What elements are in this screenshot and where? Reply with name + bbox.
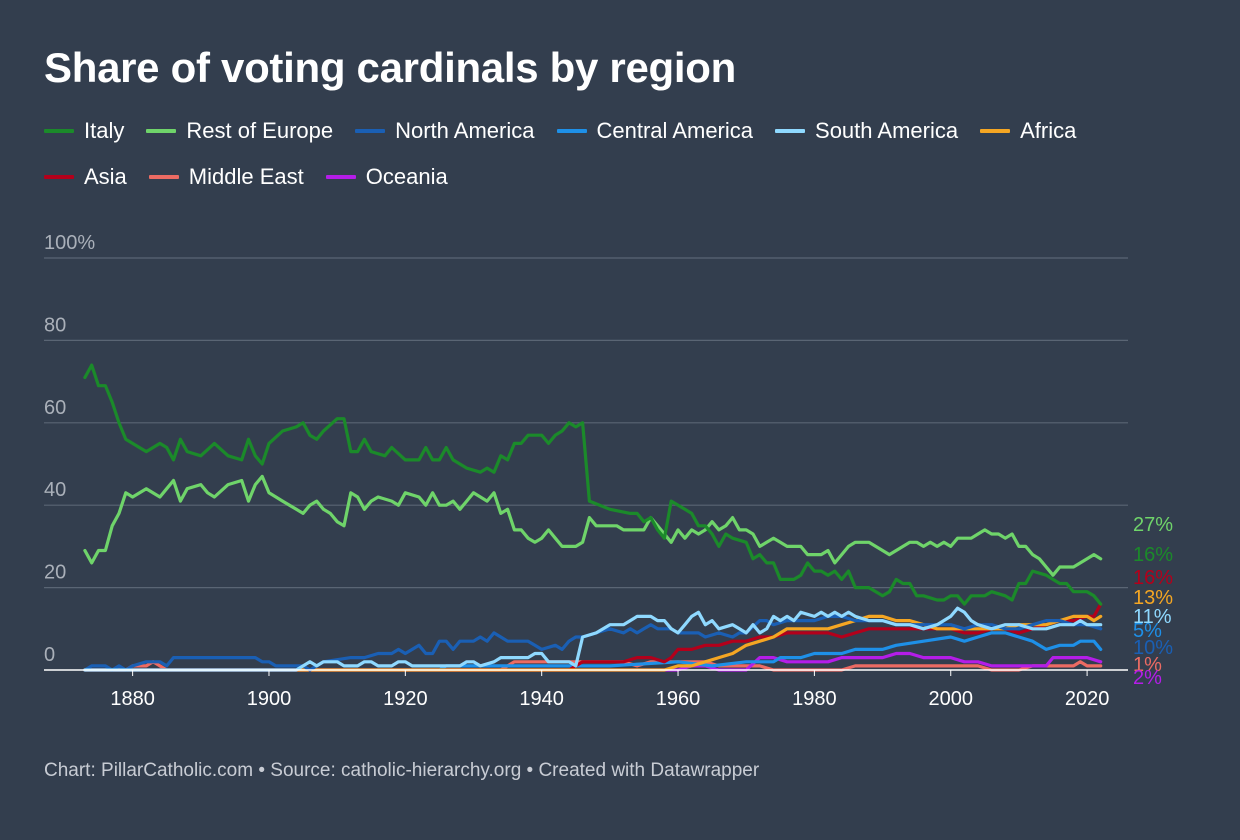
y-tick-label: 0 bbox=[44, 644, 55, 666]
y-axis-ticks: 0 20 40 60 80 100% bbox=[44, 232, 95, 666]
legend-item: Italy bbox=[44, 116, 124, 146]
legend-label: Africa bbox=[1020, 118, 1077, 143]
end-label: 1% bbox=[1133, 654, 1162, 676]
legend-swatch bbox=[44, 129, 74, 133]
legend-swatch bbox=[146, 129, 177, 133]
end-label: 27% bbox=[1133, 514, 1173, 536]
legend-swatch bbox=[980, 129, 1011, 133]
legend-item: South America bbox=[775, 116, 958, 146]
y-tick-label: 20 bbox=[44, 562, 66, 584]
legend-label: Italy bbox=[84, 118, 125, 143]
x-tick-label: 2000 bbox=[928, 688, 973, 710]
x-tick-label: 1980 bbox=[792, 688, 837, 710]
legend-item: Middle East bbox=[148, 162, 304, 192]
x-tick-label: 1900 bbox=[247, 688, 292, 710]
legend-swatch bbox=[325, 175, 356, 179]
end-label: 2% bbox=[1133, 667, 1162, 689]
legend-item: Rest of Europe bbox=[146, 116, 333, 146]
legend-item: Central America bbox=[556, 116, 754, 146]
chart-legend: Italy Rest of Europe North America Central … bbox=[44, 116, 1194, 192]
series-line-oceania bbox=[83, 651, 1103, 672]
legend-swatch bbox=[148, 175, 179, 179]
end-label: 16% bbox=[1133, 567, 1173, 589]
y-tick-label: 80 bbox=[44, 314, 66, 336]
series-line-italy bbox=[83, 363, 1103, 606]
x-tick-label: 1920 bbox=[383, 688, 428, 710]
legend-label: South America bbox=[815, 118, 959, 143]
chart-footer: Chart: PillarCatholic.com • Source: cath… bbox=[44, 760, 760, 781]
series-line-asia bbox=[83, 602, 1103, 672]
end-label: 16% bbox=[1133, 544, 1173, 566]
end-label: 5% bbox=[1133, 620, 1162, 642]
legend-label: Central America bbox=[596, 118, 754, 143]
legend-item: Africa bbox=[980, 116, 1076, 146]
end-label: 13% bbox=[1133, 587, 1173, 609]
end-labels: 16%27%10%5%11%13%16%1%2% bbox=[1133, 514, 1173, 689]
x-tick-label: 2020 bbox=[1065, 688, 1110, 710]
legend-label: Oceania bbox=[365, 164, 448, 189]
legend-swatch bbox=[775, 129, 806, 133]
legend-label: North America bbox=[395, 118, 535, 143]
end-label: 11% bbox=[1133, 606, 1172, 628]
x-tick-label: 1940 bbox=[519, 688, 564, 710]
grid-lines bbox=[44, 257, 1128, 589]
y-tick-label: 40 bbox=[44, 479, 66, 501]
legend-label: Rest of Europe bbox=[186, 118, 334, 143]
legend-item: Oceania bbox=[325, 162, 448, 192]
y-tick-label: 100% bbox=[44, 232, 95, 254]
legend-label: Asia bbox=[84, 164, 127, 189]
x-tick-label: 1960 bbox=[656, 688, 701, 710]
legend-swatch bbox=[44, 175, 74, 179]
x-axis-ticks: 1880 1900 1920 1940 1960 1980 2000 2020 bbox=[110, 670, 1109, 710]
end-label: 10% bbox=[1133, 637, 1173, 659]
series-lines bbox=[83, 363, 1103, 672]
x-tick-label: 1880 bbox=[110, 688, 155, 710]
legend-label: Middle East bbox=[188, 164, 304, 189]
legend-item: Asia bbox=[44, 162, 127, 192]
legend-swatch bbox=[355, 129, 386, 133]
legend-swatch bbox=[556, 129, 587, 133]
series-line-rest-of-europe bbox=[83, 474, 1103, 577]
legend-item: North America bbox=[355, 116, 535, 146]
chart-title: Share of voting cardinals by region bbox=[44, 44, 736, 91]
y-tick-label: 60 bbox=[44, 397, 66, 419]
series-line-south-america bbox=[83, 606, 1103, 672]
